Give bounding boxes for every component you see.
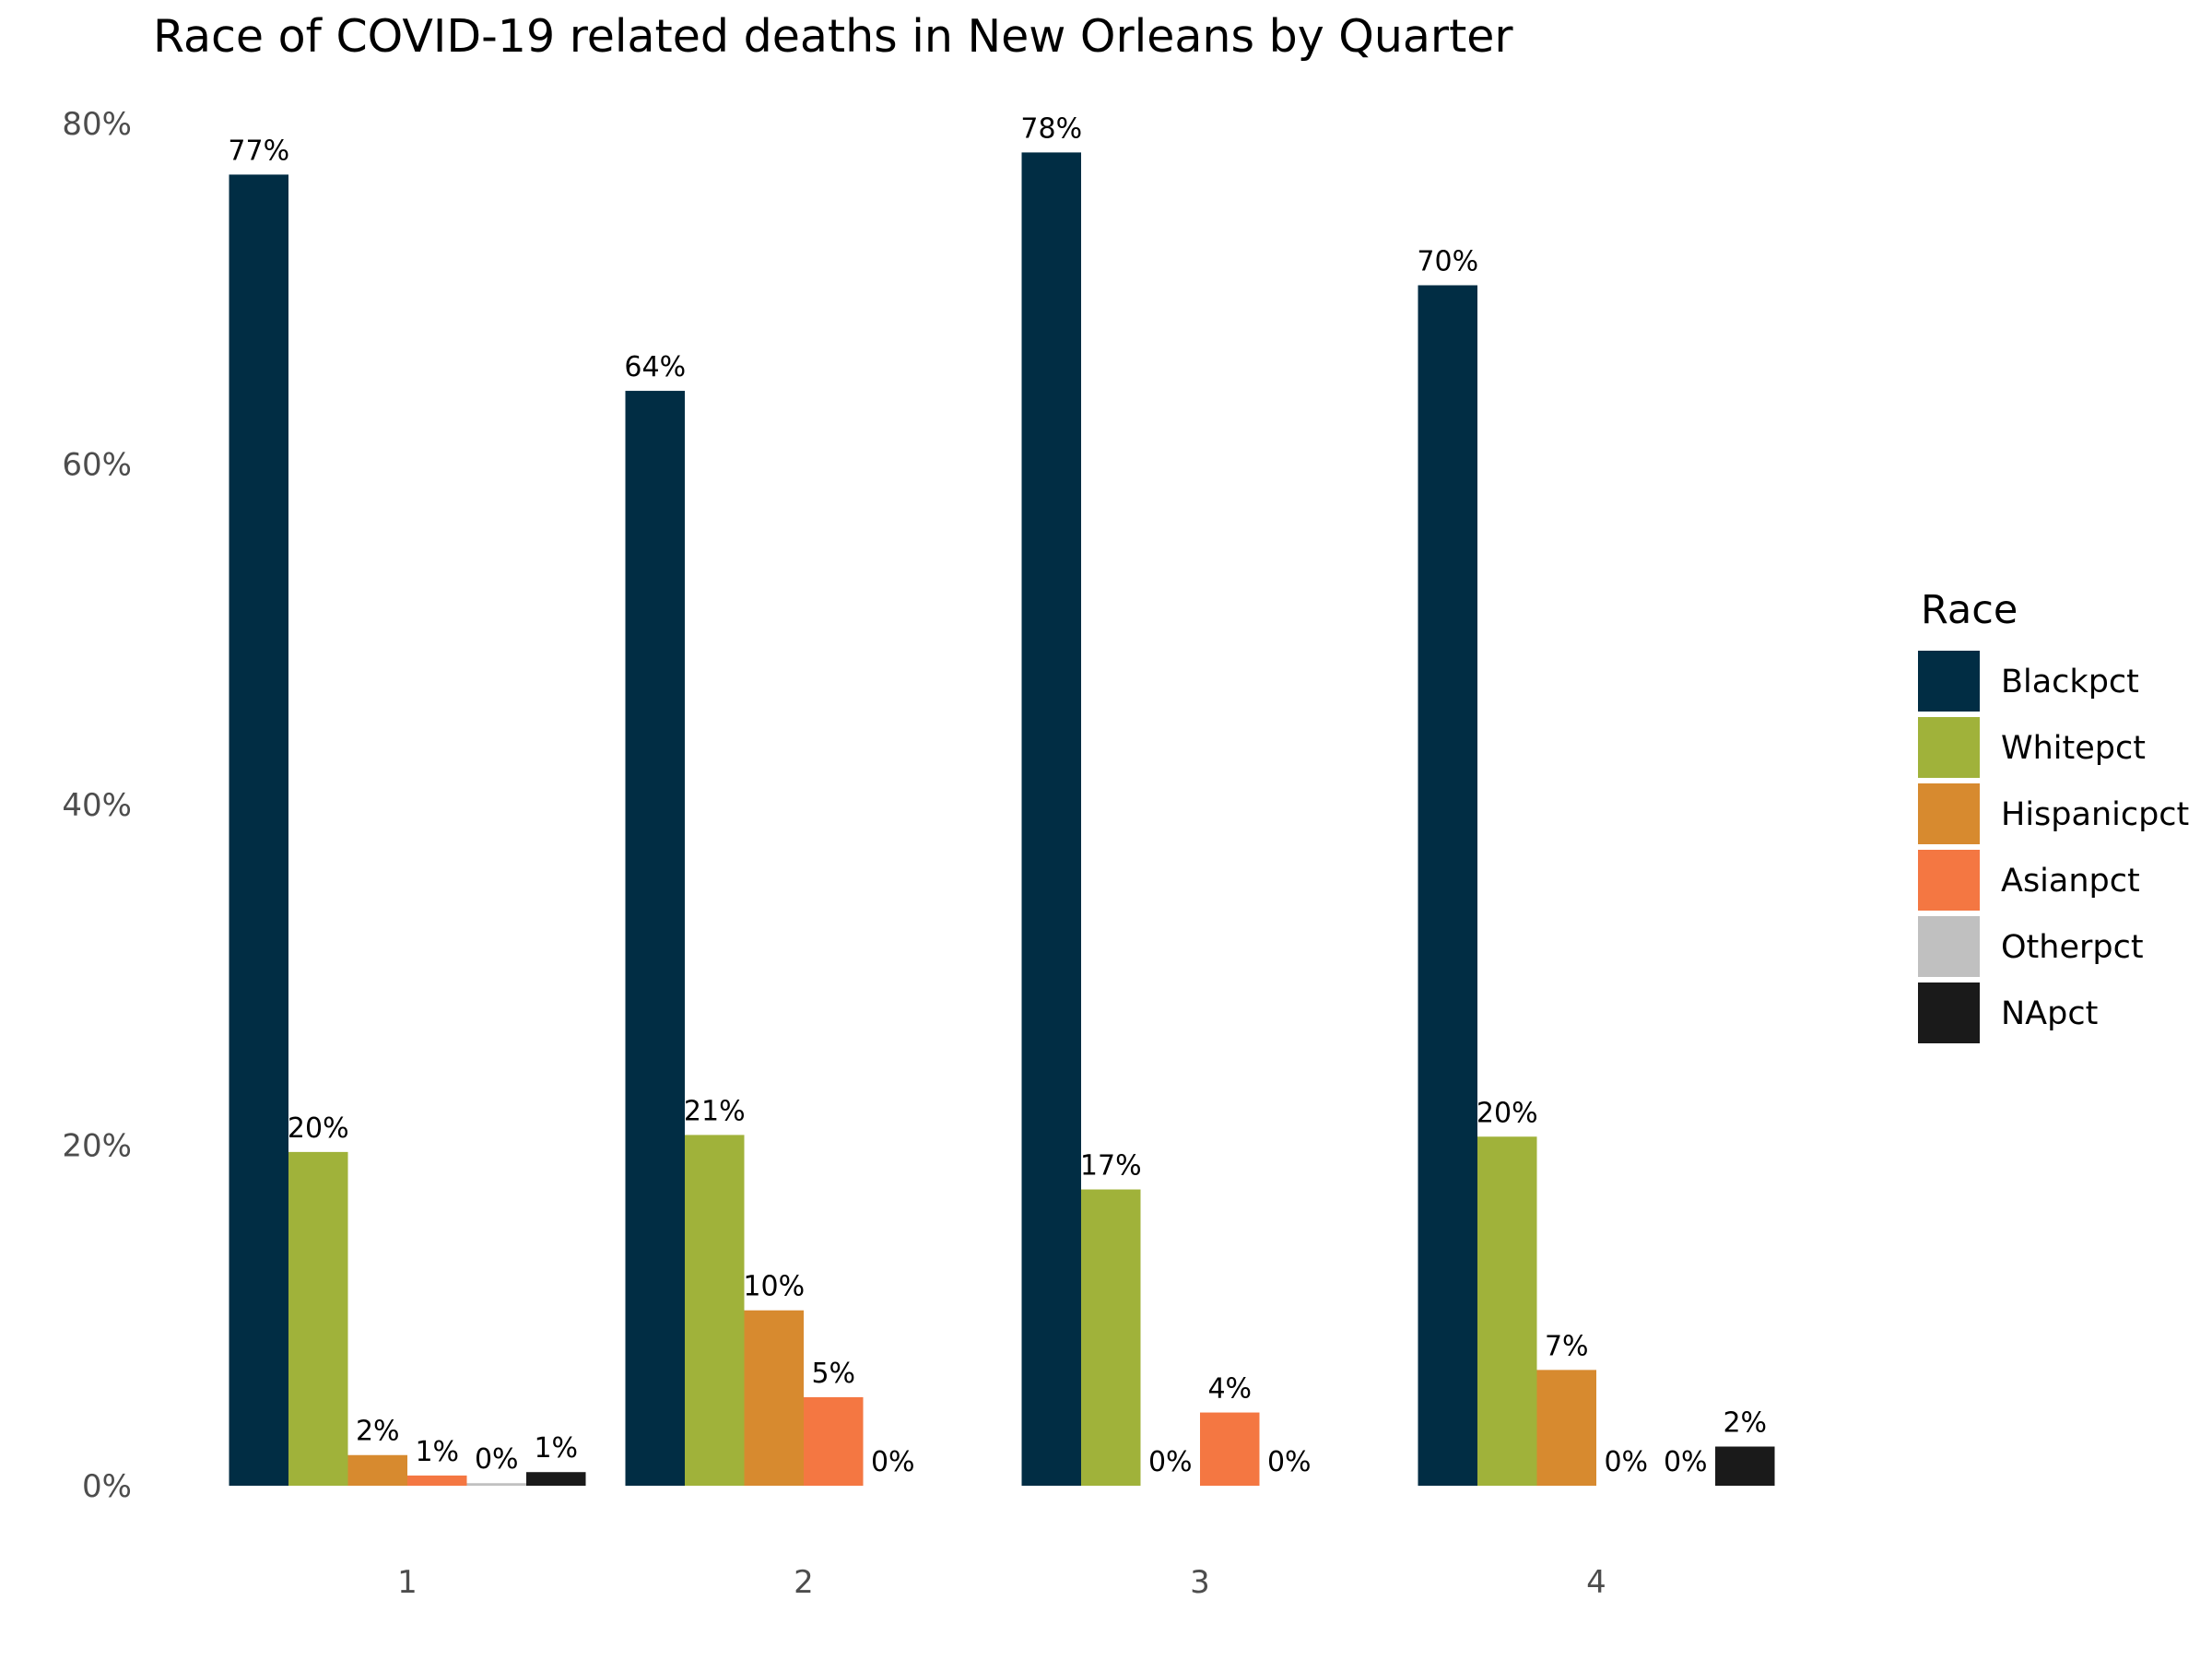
bar-blackpct-q4 (1418, 285, 1477, 1487)
x-axis: 1 2 3 4 (397, 1564, 1606, 1601)
bar-whitepct-q3 (1081, 1189, 1141, 1486)
y-tick-label: 20% (62, 1128, 132, 1165)
bar-hispanicpct-q2 (744, 1310, 804, 1486)
legend-label-asianpct: Asianpct (2001, 863, 2140, 900)
legend: Race Blackpct Whitepct Hispanicpct Asianpct… (1918, 587, 2189, 1043)
data-label: 21% (684, 1095, 746, 1127)
legend-label-hispanicpct: Hispanicpct (2001, 796, 2189, 833)
bar-whitepct-q1 (288, 1151, 348, 1486)
data-label: 78% (1020, 112, 1082, 145)
data-label: 20% (1477, 1097, 1538, 1129)
legend-label-otherpct: Otherpct (2001, 929, 2144, 966)
data-label: 0% (475, 1443, 519, 1476)
y-tick-label: 60% (62, 447, 132, 484)
data-label: 17% (1080, 1150, 1142, 1182)
legend-label-napct: NApct (2001, 995, 2098, 1032)
data-label: 0% (1148, 1446, 1193, 1478)
bar-napct-q4 (1715, 1446, 1775, 1486)
legend-swatch-whitepct (1918, 717, 1980, 778)
bar-blackpct-q2 (625, 391, 685, 1486)
bar-whitepct-q2 (685, 1135, 745, 1486)
x-tick-label: 4 (1586, 1564, 1606, 1601)
bar-hispanicpct-q1 (347, 1454, 407, 1486)
data-label: 20% (288, 1112, 349, 1145)
data-label: 64% (624, 351, 686, 383)
data-label: 0% (1664, 1446, 1708, 1478)
x-tick-label: 2 (794, 1564, 814, 1601)
data-label: 7% (1545, 1330, 1589, 1362)
bar-asianpct-q1 (407, 1475, 467, 1486)
data-label: 1% (534, 1432, 578, 1465)
y-tick-label: 80% (62, 106, 132, 143)
bar-whitepct-q4 (1477, 1136, 1537, 1486)
data-label: 4% (1207, 1373, 1252, 1406)
legend-label-blackpct: Blackpct (2001, 664, 2139, 700)
bar-hispanicpct-q4 (1536, 1370, 1596, 1486)
data-labels: 77% 20% 2% 1% 0% 1% 64% 21% 10% 5% 0% 78% 17% 0% 4% 0% 7… (228, 112, 1767, 1478)
data-label: 77% (228, 135, 289, 167)
data-label: 2% (1723, 1407, 1767, 1440)
data-label: 1% (415, 1436, 459, 1468)
bar-napct-q1 (526, 1472, 586, 1486)
x-tick-label: 3 (1190, 1564, 1210, 1601)
legend-swatch-blackpct (1918, 651, 1980, 712)
legend-swatch-asianpct (1918, 850, 1980, 911)
data-label: 10% (743, 1271, 805, 1303)
legend-swatch-otherpct (1918, 916, 1980, 977)
bar-blackpct-q1 (229, 174, 288, 1486)
legend-swatch-hispanicpct (1918, 783, 1980, 844)
x-tick-label: 1 (397, 1564, 418, 1601)
data-label: 0% (871, 1446, 915, 1478)
bar-otherpct-q1 (466, 1483, 526, 1486)
legend-items: Blackpct Whitepct Hispanicpct Asianpct Other… (1918, 651, 2189, 1043)
legend-title: Race (1921, 587, 2018, 633)
legend-label-whitepct: Whitepct (2001, 730, 2146, 767)
data-label: 70% (1417, 246, 1478, 278)
bar-blackpct-q3 (1021, 152, 1081, 1487)
y-tick-label: 40% (62, 787, 132, 824)
data-label: 5% (811, 1358, 855, 1390)
bar-asianpct-q3 (1200, 1412, 1260, 1486)
bars (229, 152, 1775, 1487)
legend-swatch-napct (1918, 982, 1980, 1043)
data-label: 0% (1267, 1446, 1312, 1478)
data-label: 2% (356, 1416, 400, 1448)
bar-asianpct-q2 (804, 1396, 864, 1486)
y-tick-label: 0% (82, 1468, 132, 1505)
y-axis: 0% 20% 40% 60% 80% (62, 106, 132, 1505)
chart-title: Race of COVID-19 related deaths in New O… (153, 10, 1513, 63)
data-label: 0% (1604, 1446, 1648, 1478)
